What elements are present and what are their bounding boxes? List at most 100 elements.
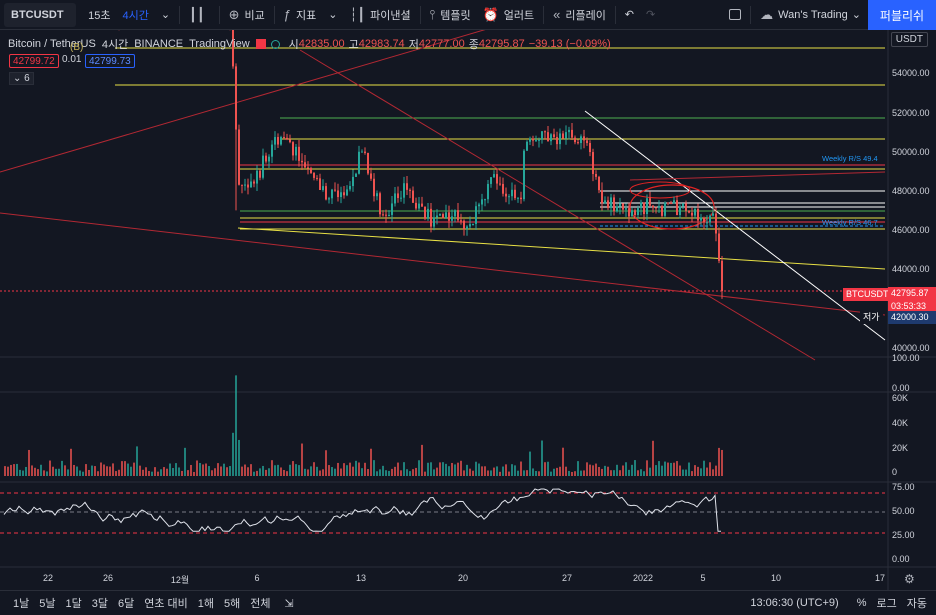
candle-body (610, 197, 612, 208)
interval-15s-button[interactable]: 15초 (88, 9, 111, 22)
undo-button[interactable]: ↶ (619, 0, 640, 30)
volume-bar (40, 464, 42, 476)
symbol-search-button[interactable]: BTCUSDT (4, 2, 77, 27)
interval-4h-button[interactable]: 4시간 (122, 9, 149, 22)
pine-editor-button[interactable]: ┆┃ 파이낸셜 (343, 0, 416, 30)
clock[interactable]: 13:06:30 (UTC+9) (750, 597, 839, 609)
currency-label[interactable]: USDT (890, 32, 928, 47)
range-button[interactable]: 5날 (39, 598, 56, 610)
replay-button[interactable]: « 리플레이 (547, 0, 612, 30)
range-button[interactable]: 5해 (224, 598, 241, 610)
candle-body (400, 197, 402, 199)
volume-bar (484, 466, 486, 476)
fullscreen-layout-button[interactable] (723, 0, 747, 30)
candle-body (274, 137, 276, 145)
sell-button[interactable]: 42799.72 (9, 54, 59, 68)
volume-bar (22, 470, 24, 476)
candle-body (232, 30, 234, 67)
compare-button[interactable]: ⊕ 비교 (223, 0, 271, 30)
volume-tick: 0.00 (892, 383, 910, 393)
candle-body (316, 177, 318, 179)
percent-toggle[interactable]: % (856, 597, 867, 609)
volume-bar (223, 463, 225, 476)
rsi-tick: 75.00 (892, 482, 915, 492)
candle-body (604, 200, 606, 204)
range-button[interactable]: 전체 (250, 598, 271, 610)
volume-bar (658, 461, 660, 476)
candle-body (511, 189, 513, 197)
publish-button[interactable]: 퍼블리쉬 (868, 0, 936, 30)
candle-body (553, 134, 555, 137)
range-button[interactable]: 1날 (13, 598, 30, 610)
volume-bar (16, 463, 18, 476)
range-button[interactable]: 1달 (65, 598, 82, 610)
legend-source: TradingView (189, 38, 250, 50)
volume-bar (145, 467, 147, 476)
redo-button[interactable]: ↷ (640, 0, 661, 30)
indicators-button[interactable]: ƒ 지표 (278, 0, 322, 30)
interval-dropdown-button[interactable]: ⌄ (155, 0, 176, 30)
auto-toggle[interactable]: 자동 (906, 598, 927, 610)
trend-line[interactable] (0, 30, 620, 173)
volume-bar (640, 469, 642, 476)
candle-body (496, 174, 498, 184)
indicator-collapse-button[interactable]: ⌄ 6 (9, 72, 34, 85)
go-to-date-button[interactable]: ⇲ (280, 597, 299, 610)
flag-icon[interactable] (255, 39, 266, 49)
time-axis-settings-button[interactable]: ⚙ (904, 572, 915, 586)
templates-button[interactable]: ⫯ 템플릿 (424, 0, 477, 30)
low-tag-value: 42000.30 (888, 311, 936, 324)
volume-bar (154, 467, 156, 476)
candle-body (712, 213, 714, 216)
log-toggle[interactable]: 로그 (876, 598, 897, 610)
trend-line[interactable] (299, 49, 816, 361)
candle-body (589, 143, 591, 153)
volume-bar (181, 470, 183, 476)
volume-bar (367, 469, 369, 476)
chart-canvas[interactable] (0, 30, 936, 590)
volume-bar (271, 460, 273, 476)
buy-button[interactable]: 42799.73 (85, 54, 135, 68)
candle-body (361, 151, 363, 153)
range-button[interactable]: 연초 대비 (144, 598, 188, 610)
trend-line[interactable] (584, 110, 886, 341)
volume-bar (643, 471, 645, 476)
price-tick: 44000.00 (892, 264, 930, 274)
chart-type-button[interactable]: ┃┃ (183, 0, 216, 30)
highlight-ellipse[interactable] (629, 181, 691, 199)
volume-bar (211, 470, 213, 476)
highlight-ellipse[interactable] (629, 184, 715, 230)
volume-bar (496, 466, 498, 476)
high-value: 42983.74 (358, 38, 405, 50)
volume-bar (214, 468, 216, 476)
chart-area[interactable]: Bitcoin / TetherUS 4시간 BINANCE TradingVi… (0, 30, 936, 590)
volume-bar (409, 471, 411, 476)
range-button[interactable]: 6달 (118, 598, 135, 610)
range-button[interactable]: 3달 (91, 598, 108, 610)
volume-bar (118, 469, 120, 476)
volume-bar (199, 462, 201, 476)
candle-body (628, 208, 630, 217)
candle-body (475, 206, 477, 225)
volume-bar (463, 470, 465, 476)
candle-body (250, 181, 252, 188)
trend-line[interactable] (237, 227, 886, 270)
time-tick: 13 (355, 573, 367, 583)
trend-line[interactable] (629, 171, 886, 181)
alert-button[interactable]: ⏰ 얼러트 (477, 0, 541, 30)
volume-bar (508, 471, 510, 476)
symbol-legend[interactable]: Bitcoin / TetherUS 4시간 BINANCE TradingVi… (8, 36, 611, 52)
volume-bar (247, 467, 249, 476)
candle-body (364, 151, 366, 153)
layout-button[interactable]: ☁ Wan's Trading ⌄ (754, 0, 867, 30)
volume-bar (415, 467, 417, 476)
volume-bar (664, 461, 666, 476)
volume-bar (634, 460, 636, 476)
indicators-dropdown-button[interactable]: ⌄ (322, 0, 343, 30)
chevron-down-icon: ⌄ (851, 9, 861, 21)
range-button[interactable]: 1해 (197, 598, 215, 610)
volume-bar (694, 465, 696, 476)
volume-bar (505, 464, 507, 476)
volume-bar (178, 467, 180, 476)
trend-line[interactable] (0, 212, 886, 316)
